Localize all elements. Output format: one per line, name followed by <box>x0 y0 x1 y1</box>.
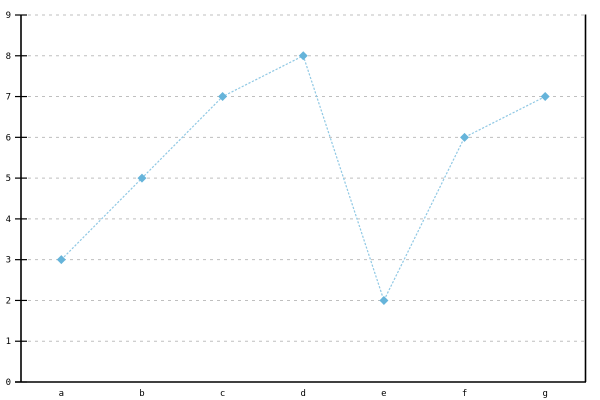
data-point-marker <box>379 295 389 305</box>
y-tick-label: 7 <box>6 93 11 103</box>
y-tick-label: 8 <box>6 52 11 62</box>
y-tick-label: 1 <box>6 337 11 347</box>
y-tick-label: 9 <box>6 11 11 21</box>
y-tick-label: 3 <box>6 256 11 266</box>
x-category-label: g <box>542 389 547 399</box>
y-tick-label: 5 <box>6 174 11 184</box>
x-category-label: a <box>59 389 64 399</box>
data-point-marker <box>56 255 66 265</box>
x-category-label: f <box>462 389 467 399</box>
data-point-marker <box>298 51 308 61</box>
data-point-marker <box>218 92 228 102</box>
data-point-marker <box>460 132 470 142</box>
y-tick-label: 4 <box>6 215 11 225</box>
x-category-label: e <box>381 389 386 399</box>
y-tick-label: 0 <box>6 378 11 388</box>
data-point-marker <box>540 92 550 102</box>
x-category-label: c <box>220 389 225 399</box>
y-tick-label: 6 <box>6 133 11 143</box>
data-point-marker <box>137 173 147 183</box>
x-category-label: b <box>139 389 144 399</box>
y-tick-label: 2 <box>6 296 11 306</box>
x-category-label: d <box>301 389 306 399</box>
